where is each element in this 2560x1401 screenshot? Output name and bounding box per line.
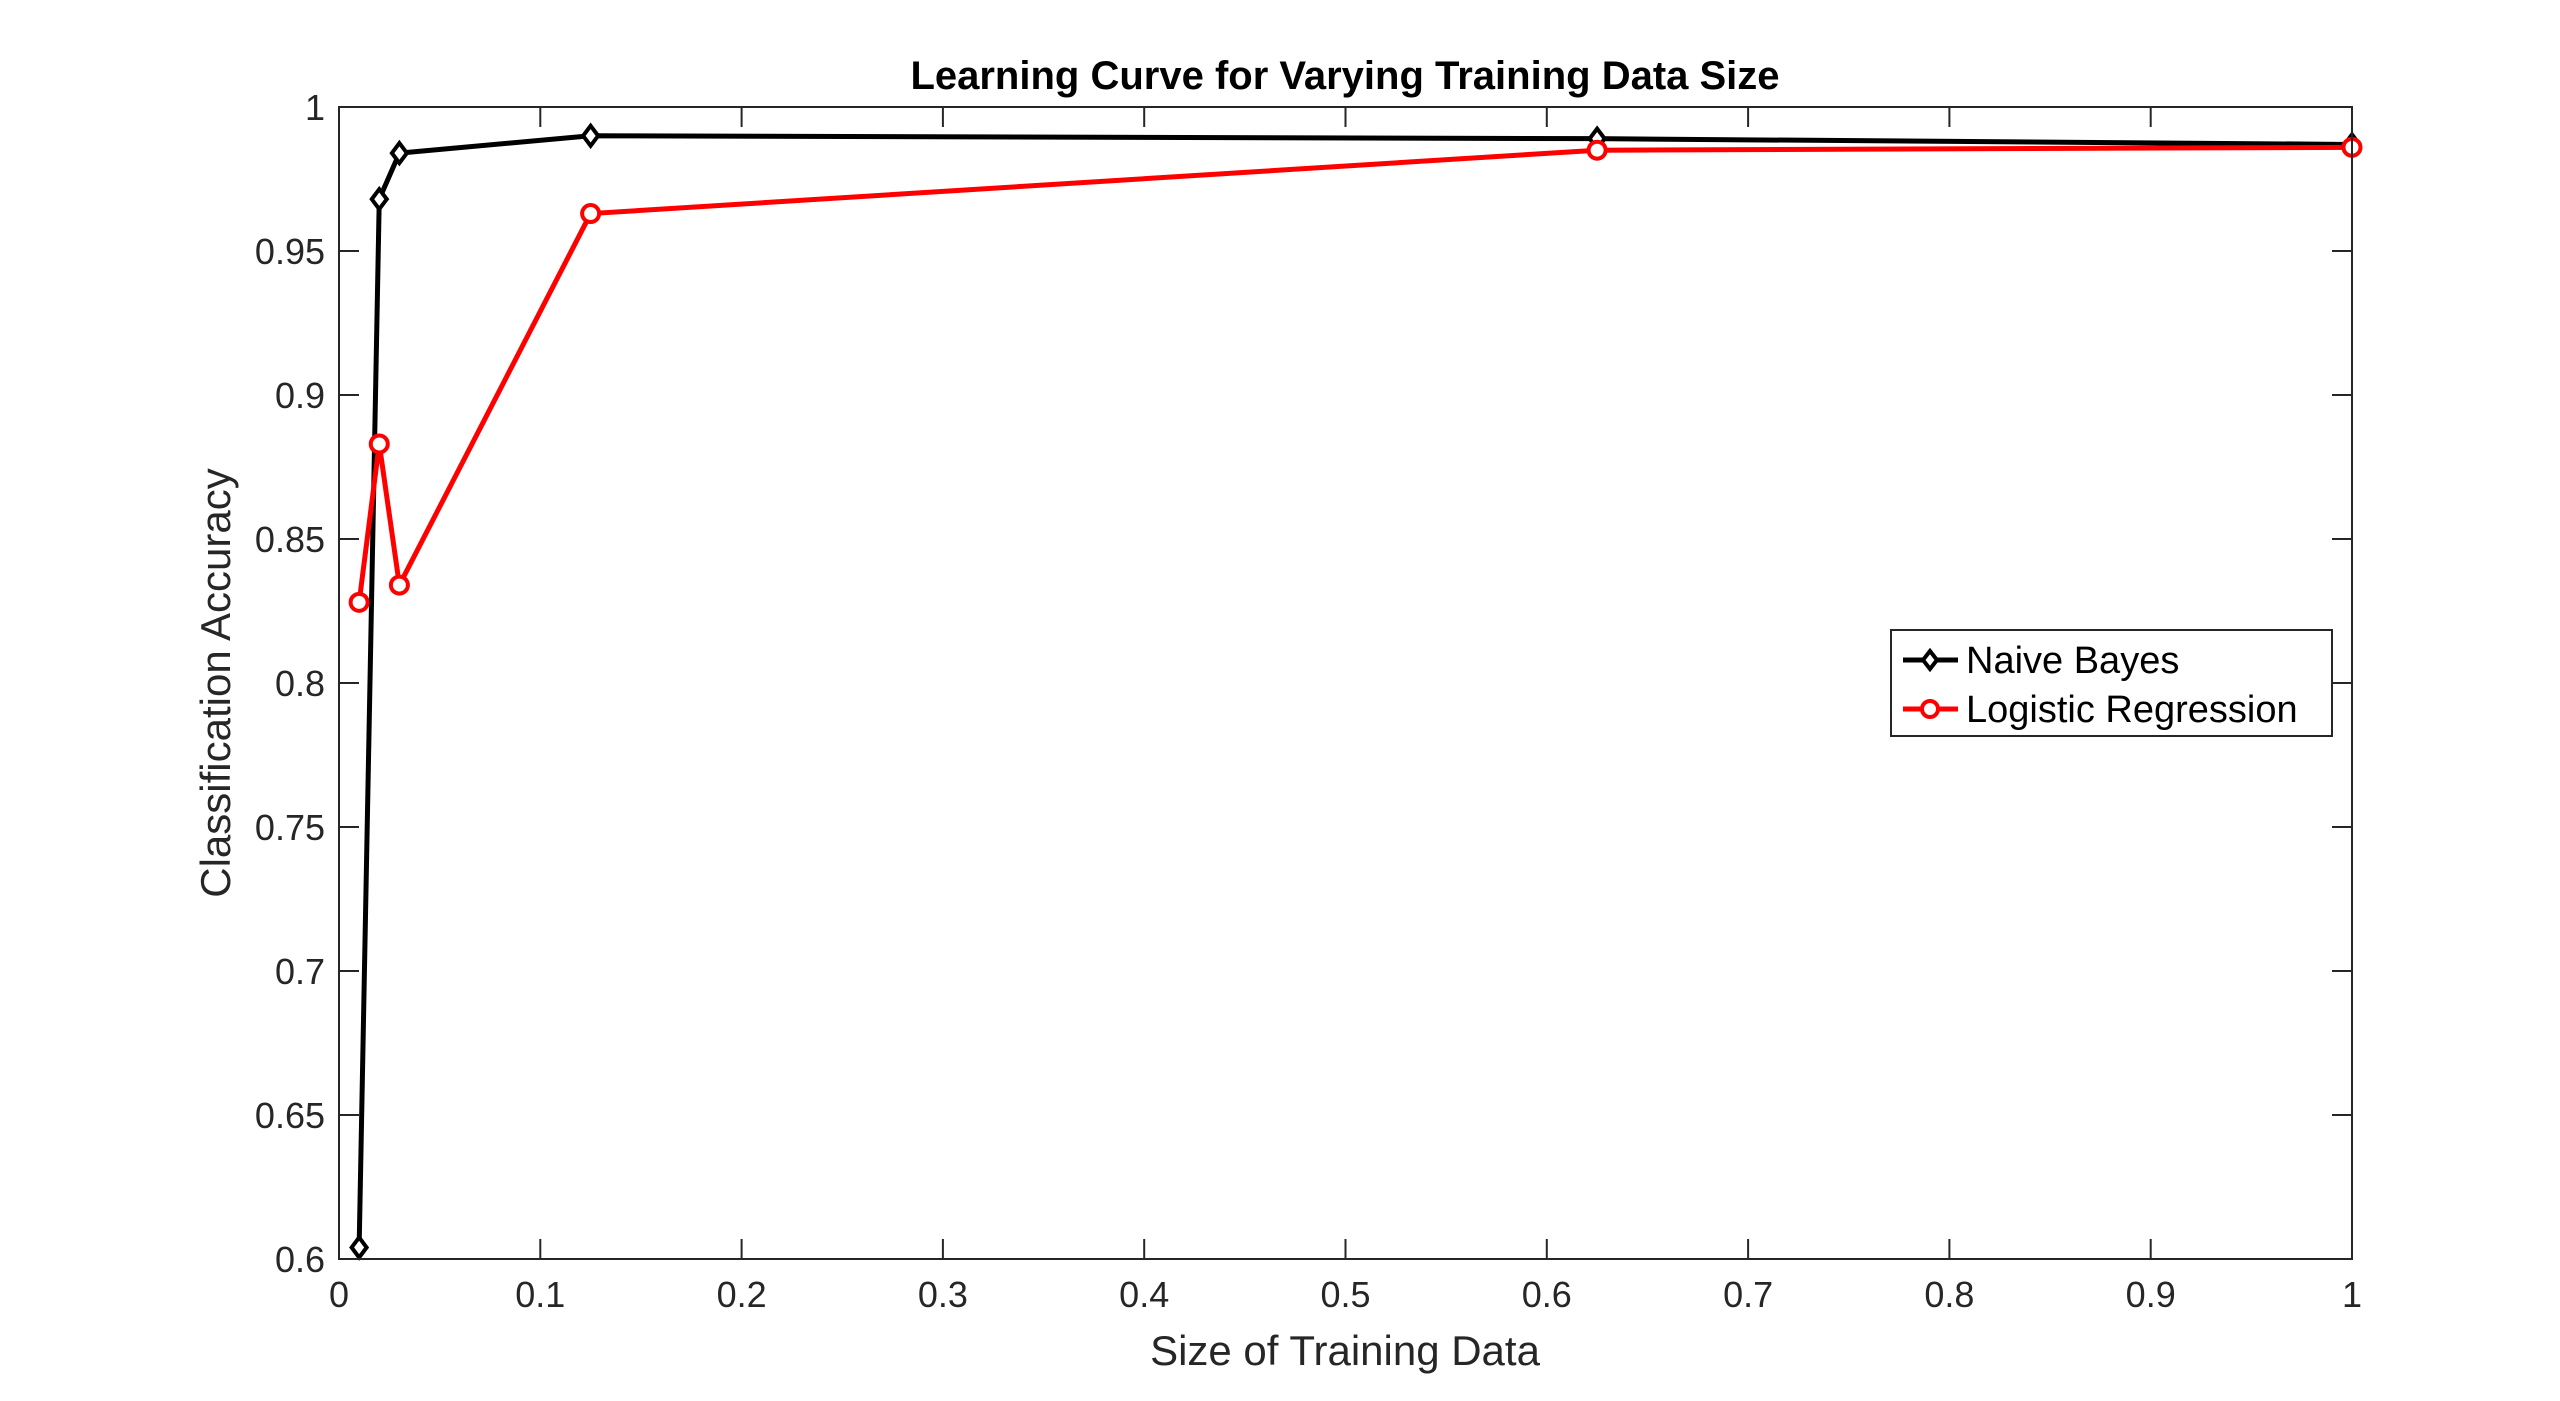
series-logistic-regression — [348, 136, 2363, 613]
data-point-logistic-regression — [348, 591, 370, 613]
x-axis-label: Size of Training Data — [1150, 1327, 1541, 1374]
y-tick-label: 0.9 — [275, 375, 325, 416]
x-tick-label: 1 — [2342, 1274, 2362, 1315]
legend-label-naive-bayes: Naive Bayes — [1966, 640, 2179, 682]
data-point-naive-bayes — [349, 1234, 370, 1261]
axis-ticks: 0 0.1 0.2 0.3 0.4 0.5 0.6 0.7 0.8 0.9 1 0.6 0.65 0.7 0… — [255, 87, 2362, 1315]
chart-title: Learning Curve for Varying Training Data… — [910, 54, 1779, 98]
legend-box — [1890, 629, 2333, 737]
data-point-logistic-regression — [1586, 139, 1608, 161]
legend: Naive Bayes Logistic Regression — [1890, 629, 2333, 737]
x-tick-label: 0.8 — [1924, 1274, 1974, 1315]
x-tick-label: 0.6 — [1522, 1274, 1572, 1315]
y-tick-label: 0.7 — [275, 951, 325, 992]
x-tick-label: 0.1 — [515, 1274, 565, 1315]
data-point-logistic-regression — [580, 203, 602, 225]
legend-marker-naive-bayes — [1920, 647, 1940, 673]
data-point-logistic-regression — [388, 574, 410, 596]
series-line-naive-bayes — [356, 133, 2353, 1248]
data-point-logistic-regression — [368, 433, 390, 455]
plot-frame — [338, 106, 2353, 1260]
x-tick-label: 0.5 — [1320, 1274, 1370, 1315]
y-tick-label: 1 — [305, 87, 325, 128]
series-line-logistic-regression — [356, 144, 2353, 603]
x-tick-label: 0.9 — [2126, 1274, 2176, 1315]
data-point-naive-bayes — [369, 185, 390, 213]
legend-label-logistic-regression: Logistic Regression — [1966, 689, 2298, 731]
y-tick-label: 0.8 — [275, 663, 325, 704]
legend-marker-logistic-regression — [1920, 699, 1940, 719]
x-tick-label: 0 — [329, 1274, 349, 1315]
y-tick-label: 0.75 — [255, 807, 325, 848]
data-point-naive-bayes — [580, 122, 601, 150]
y-tick-label: 0.65 — [255, 1095, 325, 1136]
x-tick-label: 0.2 — [717, 1274, 767, 1315]
x-tick-label: 0.7 — [1723, 1274, 1773, 1315]
data-point-naive-bayes — [389, 139, 410, 167]
series-layer — [348, 122, 2363, 1261]
y-tick-label: 0.95 — [255, 231, 325, 272]
x-tick-label: 0.3 — [918, 1274, 968, 1315]
y-tick-label: 0.6 — [275, 1239, 325, 1280]
y-axis-label: Classification Accuracy — [192, 468, 239, 898]
x-tick-label: 0.4 — [1119, 1274, 1169, 1315]
y-tick-label: 0.85 — [255, 519, 325, 560]
